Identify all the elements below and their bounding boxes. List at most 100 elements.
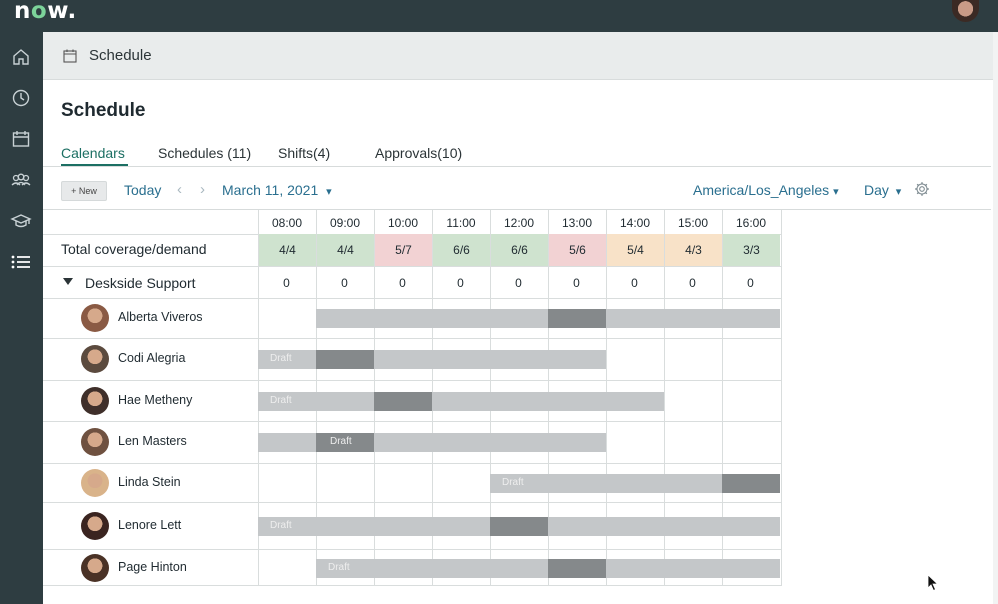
calendar-icon[interactable] bbox=[10, 128, 32, 150]
person-name[interactable]: Page Hinton bbox=[118, 559, 187, 574]
coverage-cell[interactable]: 6/6 bbox=[491, 234, 548, 266]
gridline-horizontal bbox=[43, 463, 781, 464]
coverage-cell[interactable]: 5/7 bbox=[375, 234, 432, 266]
avatar bbox=[81, 304, 109, 332]
avatar bbox=[81, 428, 109, 456]
coverage-cell[interactable]: 3/3 bbox=[723, 234, 780, 266]
time-column-label: 09:00 bbox=[329, 216, 361, 230]
person-name[interactable]: Codi Alegria bbox=[118, 351, 186, 365]
gear-icon[interactable] bbox=[914, 181, 930, 202]
gridline-horizontal bbox=[43, 380, 781, 381]
coverage-cell[interactable]: 4/4 bbox=[317, 234, 374, 266]
gridline-vertical bbox=[781, 210, 782, 586]
person-name[interactable]: Lenore Lett bbox=[118, 517, 182, 532]
coverage-label: Total coverage/demand bbox=[61, 241, 207, 257]
break-block[interactable] bbox=[316, 350, 374, 369]
people-icon[interactable] bbox=[10, 169, 32, 191]
tab-schedules[interactable]: Schedules (11) bbox=[158, 145, 252, 161]
chevron-down-icon: ▾ bbox=[833, 186, 839, 198]
coverage-cell[interactable]: 4/4 bbox=[259, 234, 316, 266]
person-name[interactable]: Len Masters bbox=[118, 434, 187, 448]
avatar bbox=[81, 386, 109, 415]
coverage-cell[interactable]: 5/6 bbox=[549, 234, 606, 266]
new-button[interactable]: + New bbox=[61, 181, 107, 201]
header-title: Schedule bbox=[89, 47, 152, 64]
time-column-label: 13:00 bbox=[561, 216, 593, 230]
break-block[interactable] bbox=[490, 516, 548, 536]
calendar-icon bbox=[63, 49, 77, 68]
date-picker[interactable]: March 11, 2021 ▾ bbox=[222, 182, 332, 198]
group-label[interactable]: Deskside Support bbox=[85, 275, 196, 291]
tab-approvals[interactable]: Approvals(10) bbox=[375, 145, 463, 161]
break-block[interactable] bbox=[722, 473, 780, 493]
view-selector[interactable]: Day ▾ bbox=[864, 182, 901, 198]
group-count-cell: 0 bbox=[283, 276, 290, 290]
coverage-cell[interactable]: 5/4 bbox=[607, 234, 664, 266]
break-block[interactable] bbox=[374, 391, 432, 411]
person-name[interactable]: Linda Stein bbox=[118, 474, 181, 489]
mouse-cursor-icon bbox=[927, 574, 939, 597]
clock-icon[interactable] bbox=[10, 87, 32, 109]
today-button[interactable]: Today bbox=[124, 182, 162, 198]
scroll-edge bbox=[993, 32, 998, 604]
previous-day-icon[interactable]: ‹ bbox=[177, 181, 182, 198]
chevron-down-icon: ▾ bbox=[895, 186, 902, 198]
gridline-horizontal bbox=[43, 502, 781, 503]
user-avatar[interactable] bbox=[952, 0, 979, 22]
draft-label: Draft bbox=[270, 353, 292, 364]
timezone-selector[interactable]: America/Los_Angeles ▾ bbox=[693, 182, 839, 198]
group-count-cell: 0 bbox=[515, 276, 522, 290]
coverage-cell[interactable]: 6/6 bbox=[433, 234, 490, 266]
time-column-label: 14:00 bbox=[619, 216, 651, 230]
coverage-cell[interactable]: 4/3 bbox=[665, 234, 722, 266]
gridline-horizontal bbox=[43, 549, 781, 550]
group-count-cell: 0 bbox=[341, 276, 348, 290]
active-tab-indicator bbox=[61, 164, 128, 166]
avatar bbox=[81, 345, 109, 373]
person-name[interactable]: Alberta Viveros bbox=[118, 310, 203, 324]
draft-label: Draft bbox=[330, 436, 352, 447]
break-block[interactable] bbox=[548, 309, 606, 328]
gridline-horizontal bbox=[43, 298, 781, 299]
servicenow-logo[interactable]: now. bbox=[14, 0, 77, 24]
draft-label: Draft bbox=[328, 561, 350, 573]
group-count-cell: 0 bbox=[457, 276, 464, 290]
avatar bbox=[81, 511, 109, 540]
list-icon[interactable] bbox=[10, 251, 32, 273]
shift-bar[interactable] bbox=[258, 350, 606, 369]
collapse-caret-icon[interactable] bbox=[63, 278, 73, 285]
break-block[interactable] bbox=[548, 558, 606, 578]
draft-label: Draft bbox=[270, 394, 292, 406]
gridline-horizontal bbox=[43, 585, 781, 586]
home-icon[interactable] bbox=[10, 46, 32, 68]
chevron-down-icon: ▾ bbox=[326, 186, 332, 198]
tab-calendars[interactable]: Calendars bbox=[61, 145, 125, 161]
shift-bar[interactable] bbox=[490, 473, 780, 493]
gridline-horizontal bbox=[43, 421, 781, 422]
graduation-cap-icon[interactable] bbox=[10, 210, 32, 232]
group-count-cell: 0 bbox=[631, 276, 638, 290]
next-day-icon[interactable]: › bbox=[200, 181, 205, 198]
group-count-cell: 0 bbox=[689, 276, 696, 290]
shift-bar[interactable] bbox=[258, 433, 606, 452]
divider bbox=[43, 166, 991, 167]
time-column-label: 11:00 bbox=[446, 216, 476, 230]
tab-shifts[interactable]: Shifts(4) bbox=[278, 145, 331, 161]
group-count-cell: 0 bbox=[573, 276, 580, 290]
view-label: Day bbox=[864, 182, 889, 198]
break-block[interactable] bbox=[316, 433, 374, 452]
shift-bar[interactable] bbox=[258, 391, 664, 411]
gridline-horizontal bbox=[43, 266, 781, 267]
date-label: March 11, 2021 bbox=[222, 182, 319, 198]
gridline-horizontal bbox=[43, 338, 781, 339]
page-header: Schedule bbox=[43, 32, 993, 80]
group-count-cell: 0 bbox=[747, 276, 754, 290]
timezone-label: America/Los_Angeles bbox=[693, 182, 830, 198]
gridline-vertical bbox=[722, 210, 723, 586]
avatar bbox=[81, 553, 109, 582]
group-count-cell: 0 bbox=[399, 276, 406, 290]
time-column-label: 10:00 bbox=[387, 216, 419, 230]
avatar bbox=[81, 468, 109, 497]
person-name[interactable]: Hae Metheny bbox=[118, 392, 193, 407]
gridline-vertical bbox=[664, 210, 665, 586]
